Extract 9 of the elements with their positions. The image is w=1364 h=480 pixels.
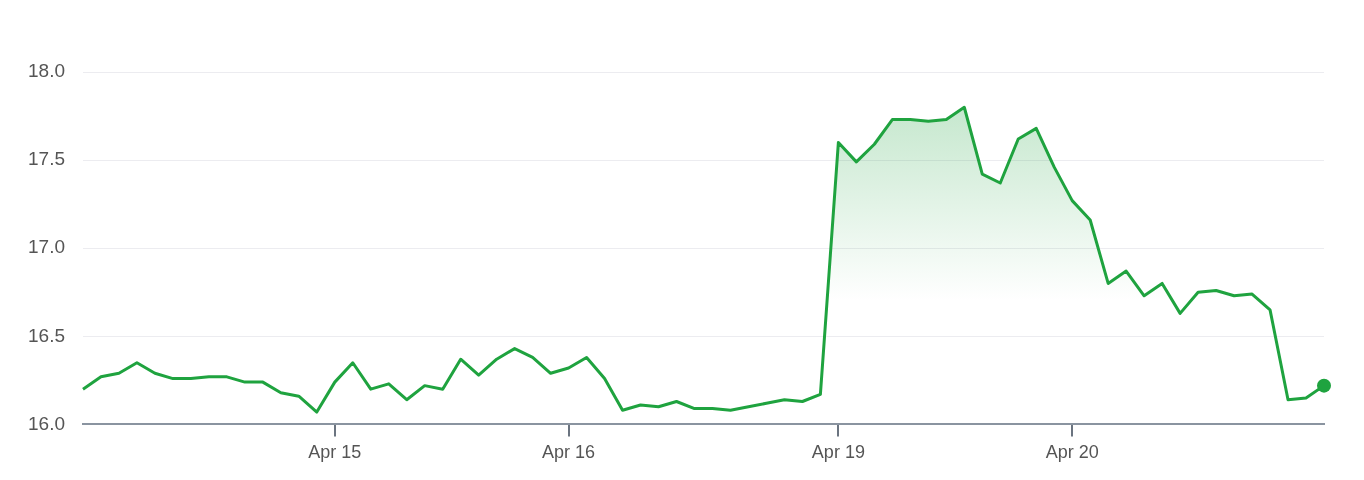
y-tick-label: 16.0 xyxy=(28,412,65,434)
y-tick-label: 16.5 xyxy=(28,324,65,346)
x-tick-label: Apr 16 xyxy=(542,442,596,463)
y-tick-label: 17.5 xyxy=(28,148,65,170)
y-tick-label: 18.0 xyxy=(28,60,65,82)
x-tick-label: Apr 20 xyxy=(1045,442,1099,463)
x-tick-label: Apr 19 xyxy=(811,442,865,463)
y-tick-label: 17.0 xyxy=(28,236,65,258)
x-tick-label: Apr 15 xyxy=(308,442,362,463)
